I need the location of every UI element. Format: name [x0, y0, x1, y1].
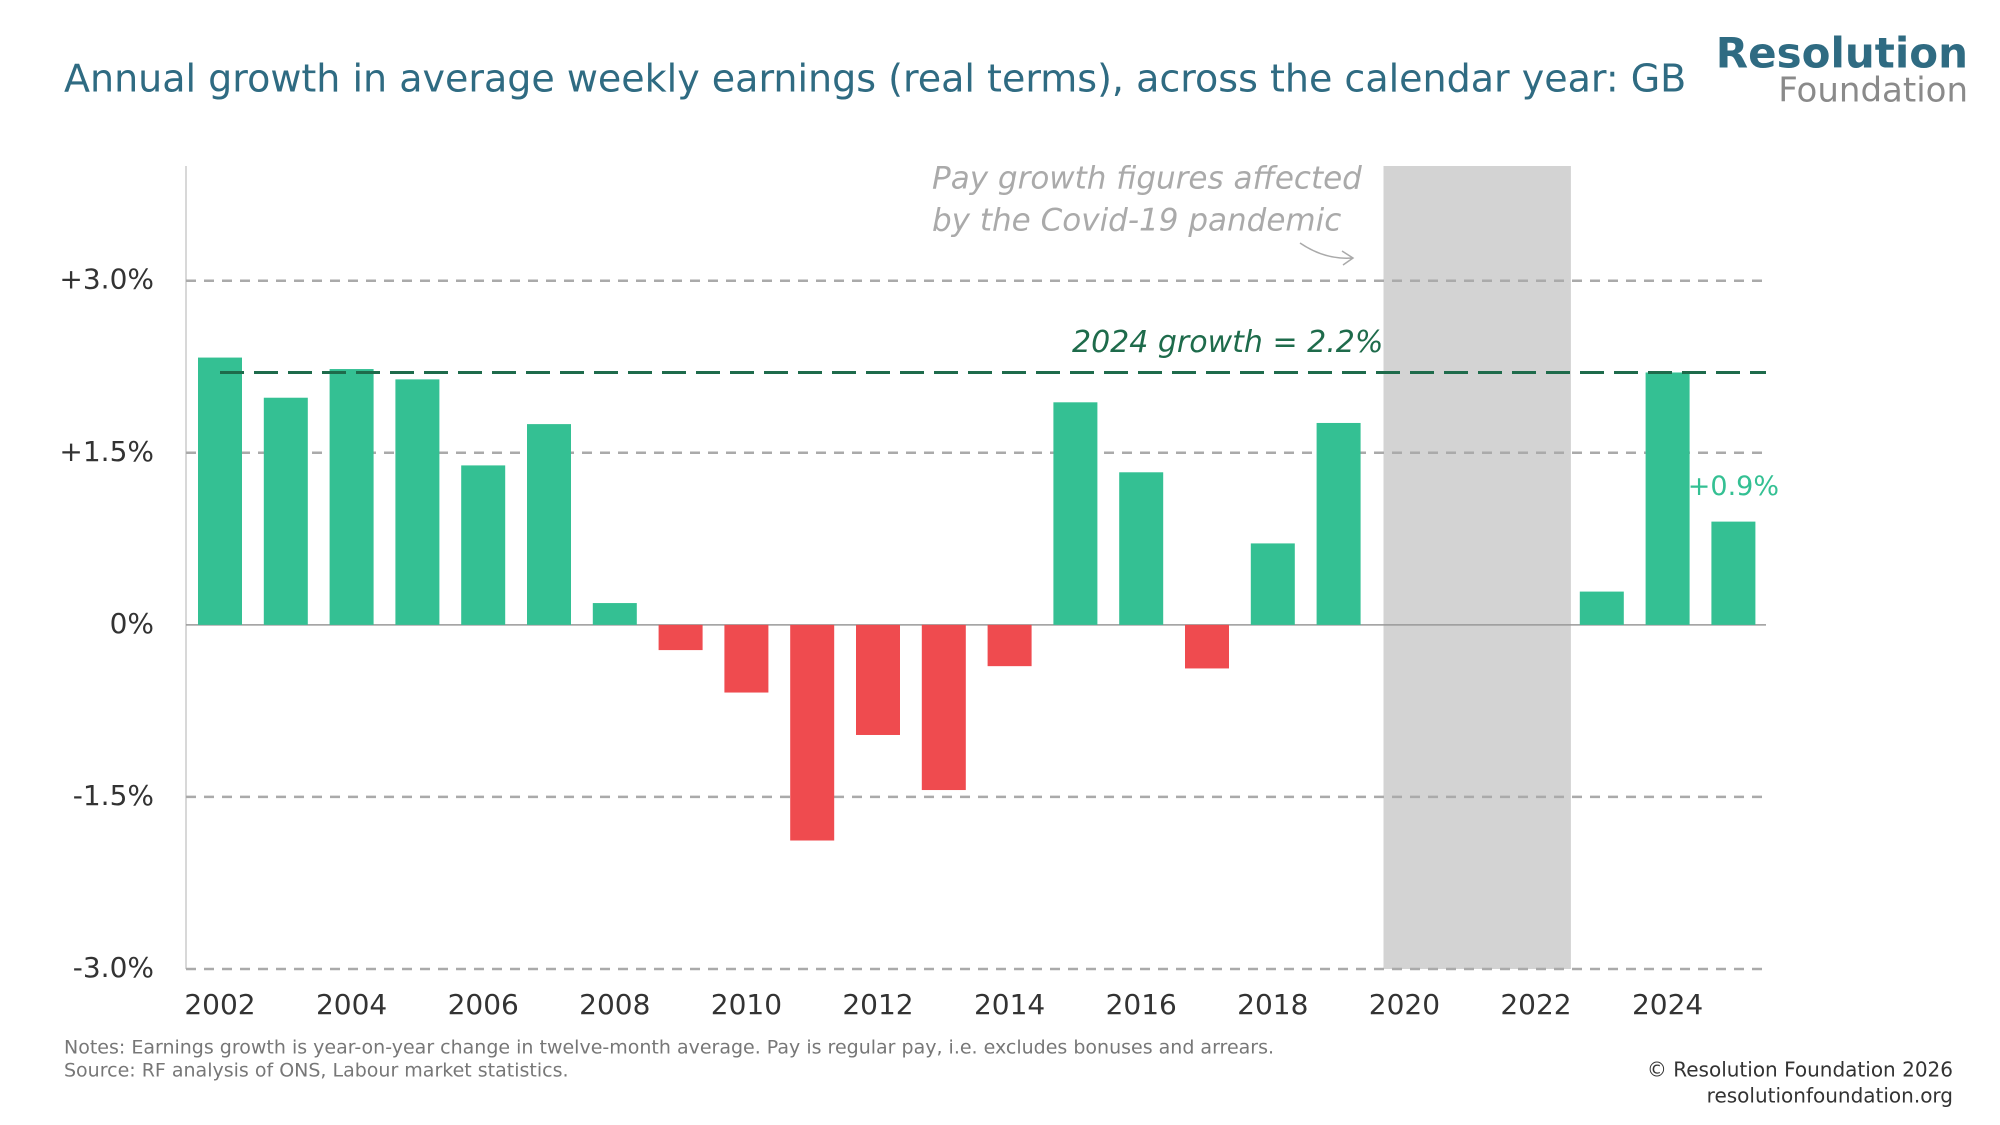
shaded-region — [1383, 166, 1571, 969]
x-tick-label: 2018 — [1237, 988, 1308, 1021]
x-tick-label: 2020 — [1369, 988, 1440, 1021]
copyright: © Resolution Foundation 2026 — [1647, 1058, 1953, 1082]
bar — [1185, 624, 1229, 669]
bar — [527, 424, 571, 625]
logo: Resolution — [1716, 29, 1968, 78]
annotation: Pay growth figures affected — [932, 161, 1362, 197]
y-tick-label: +1.5% — [59, 435, 154, 468]
chart-title: Annual growth in average weekly earnings… — [64, 57, 1686, 101]
bar — [1119, 472, 1164, 625]
y-tick-label: +3.0% — [59, 263, 154, 296]
y-tick-label: 0% — [110, 607, 154, 640]
bar — [658, 624, 703, 651]
bar — [263, 397, 308, 625]
bar — [1053, 402, 1098, 625]
x-tick-label: 2006 — [448, 988, 519, 1021]
bar — [1316, 422, 1361, 625]
value-label: +0.9% — [1688, 471, 1779, 502]
x-tick-label: 2024 — [1632, 988, 1703, 1021]
bar — [1645, 372, 1690, 625]
x-tick-label: 2004 — [316, 988, 387, 1021]
bar — [1711, 521, 1756, 625]
x-tick-label: 2016 — [1106, 988, 1177, 1021]
notes: Notes: Earnings growth is year-on-year c… — [64, 1037, 1274, 1059]
website: resolutionfoundation.org — [1707, 1084, 1953, 1108]
x-tick-label: 2014 — [974, 988, 1045, 1021]
bar — [790, 624, 835, 841]
bar — [724, 624, 769, 693]
bar — [856, 624, 900, 735]
x-tick-label: 2008 — [579, 988, 650, 1021]
y-tick-label: -1.5% — [73, 779, 154, 812]
bar — [1579, 591, 1624, 625]
bar — [395, 379, 440, 625]
logo: Foundation — [1778, 71, 1968, 111]
x-tick-label: 2002 — [184, 988, 255, 1021]
x-tick-label: 2010 — [711, 988, 782, 1021]
bar — [921, 624, 966, 791]
bar — [461, 465, 506, 625]
annotation-arrow — [1299, 242, 1355, 266]
bar — [329, 369, 374, 625]
bar — [1250, 543, 1295, 625]
bar — [592, 603, 637, 625]
reference-label: 2024 growth = 2.2% — [1072, 325, 1383, 360]
y-tick-label: -3.0% — [73, 951, 154, 984]
bar — [198, 357, 242, 625]
bar — [987, 624, 1032, 667]
source: Source: RF analysis of ONS, Labour marke… — [64, 1060, 569, 1082]
annotation: by the Covid-19 pandemic — [932, 203, 1341, 239]
x-tick-label: 2022 — [1500, 988, 1571, 1021]
x-tick-label: 2012 — [842, 988, 913, 1021]
